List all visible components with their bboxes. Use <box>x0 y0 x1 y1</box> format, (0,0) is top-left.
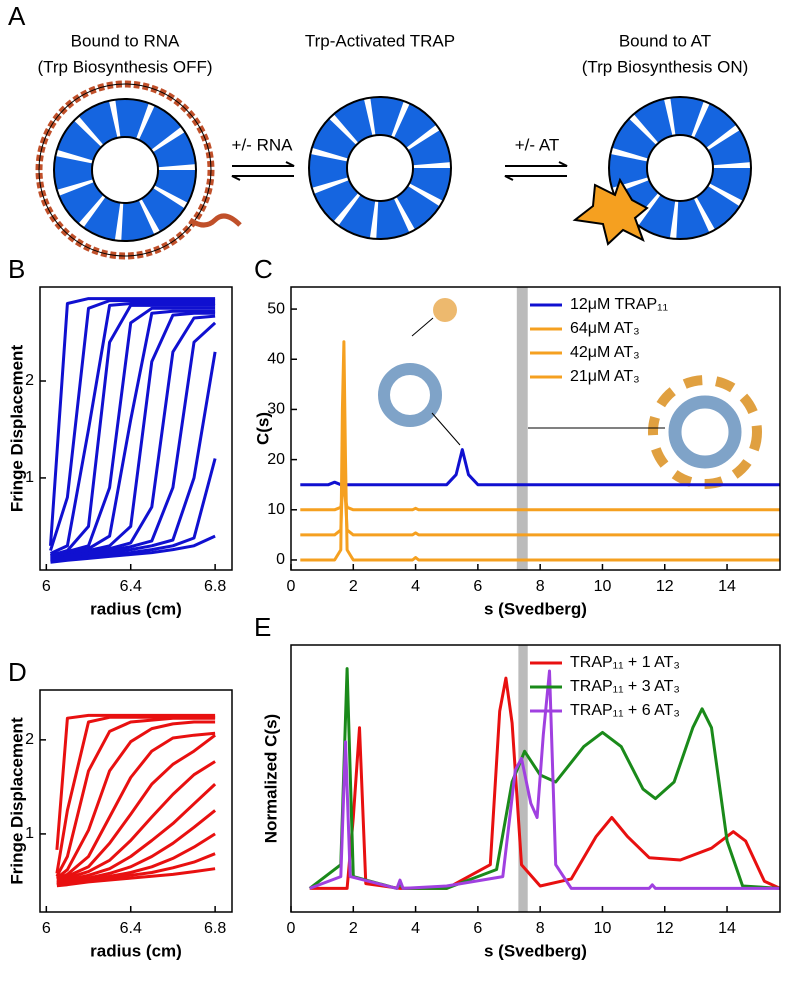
x-tick-label: 6.4 <box>120 920 142 937</box>
y-axis-label: Fringe Displacement <box>7 345 26 513</box>
x-tick-label: 6.8 <box>204 578 226 595</box>
x-tick-label: 2 <box>349 578 358 595</box>
x-tick-label: 0 <box>287 578 296 595</box>
y-tick-label: 40 <box>267 350 285 367</box>
plot-frame <box>290 644 781 913</box>
y-axis-label: Fringe Displacement <box>7 717 26 885</box>
panel-label: C <box>254 254 273 284</box>
data-line <box>49 299 216 552</box>
plot-frame <box>39 286 233 571</box>
x-tick-label: 2 <box>349 920 358 937</box>
data-line <box>49 302 216 555</box>
data-line <box>309 669 780 890</box>
data-line <box>56 867 216 888</box>
y-tick-label: 2 <box>25 731 34 748</box>
data-line <box>50 458 217 563</box>
x-tick-label: 6.8 <box>204 920 226 937</box>
legend-label: 12μM TRAP₁₁ <box>570 296 668 313</box>
x-tick-label: 6 <box>42 578 51 595</box>
data-line <box>50 351 217 562</box>
x-tick-label: 8 <box>536 920 545 937</box>
y-tick-label: 20 <box>267 451 285 468</box>
x-tick-label: 0 <box>287 920 296 937</box>
data-line <box>50 303 216 557</box>
highlight-band <box>518 645 528 912</box>
x-tick-label: 6.4 <box>120 578 142 595</box>
data-line <box>55 716 216 878</box>
x-axis-label: radius (cm) <box>90 599 182 618</box>
trap-ring <box>308 96 452 240</box>
data-line <box>56 760 216 884</box>
legend-label: 21μM AT₃ <box>570 368 640 385</box>
data-line <box>56 852 216 887</box>
y-axis-label: C(s) <box>253 412 272 445</box>
x-tick-label: 6 <box>473 920 482 937</box>
legend-label: 64μM AT₃ <box>570 320 640 337</box>
data-line <box>55 720 216 880</box>
x-tick-label: 10 <box>594 578 612 595</box>
state-subtitle: (Trp Biosynthesis ON) <box>582 57 749 76</box>
state-title: Bound to AT <box>619 31 711 50</box>
data-line <box>50 306 216 557</box>
plot-frame <box>290 286 781 571</box>
arrow-label: +/- RNA <box>232 135 294 154</box>
y-tick-label: 2 <box>25 372 34 389</box>
x-tick-label: 4 <box>411 920 420 937</box>
data-line <box>56 731 216 881</box>
y-tick-label: 0 <box>276 551 285 568</box>
data-line <box>50 534 216 564</box>
x-tick-label: 6 <box>473 578 482 595</box>
data-line <box>300 433 780 537</box>
x-axis-label: s (Svedberg) <box>484 941 587 960</box>
data-line <box>56 783 217 885</box>
x-tick-label: 12 <box>656 578 674 595</box>
x-axis-label: s (Svedberg) <box>484 599 587 618</box>
panel-label: D <box>8 657 27 687</box>
plot-frame <box>39 689 233 913</box>
panel-label: A <box>8 1 26 31</box>
y-tick-label: 50 <box>267 300 285 317</box>
x-tick-label: 8 <box>536 578 545 595</box>
trap-rna-complex <box>35 80 242 260</box>
y-axis-label: Normalized C(s) <box>261 714 280 843</box>
x-tick-label: 14 <box>718 920 736 937</box>
panel-label: E <box>254 612 271 642</box>
data-line <box>300 473 780 512</box>
data-line <box>49 297 216 546</box>
x-tick-label: 14 <box>718 578 736 595</box>
y-tick-label: 1 <box>25 469 34 486</box>
data-line <box>308 667 781 890</box>
equilibrium-arrows <box>231 161 568 181</box>
legend-label: TRAP₁₁ + 6 AT₃ <box>570 702 680 719</box>
data-line <box>309 676 781 890</box>
y-tick-label: 10 <box>267 501 285 518</box>
x-axis-label: radius (cm) <box>90 941 182 960</box>
y-tick-label: 1 <box>25 825 34 842</box>
state-title: Bound to RNA <box>71 31 180 50</box>
legend-label: TRAP₁₁ + 1 AT₃ <box>570 654 680 671</box>
x-tick-label: 10 <box>594 920 612 937</box>
data-line <box>56 734 217 882</box>
panel-label: B <box>8 254 25 284</box>
legend-label: TRAP₁₁ + 3 AT₃ <box>570 678 680 695</box>
y-tick-label: 30 <box>267 401 285 418</box>
data-line <box>300 340 780 562</box>
x-tick-label: 12 <box>656 920 674 937</box>
x-tick-label: 6 <box>42 920 51 937</box>
legend-label: 42μM AT₃ <box>570 344 640 361</box>
highlight-band <box>516 287 528 570</box>
data-line <box>55 713 216 851</box>
trap-at-complex <box>572 96 752 246</box>
state-subtitle: (Trp Biosynthesis OFF) <box>37 57 212 76</box>
data-line <box>50 321 217 561</box>
arrow-label: +/- AT <box>515 135 560 154</box>
state-title: Trp-Activated TRAP <box>305 31 455 50</box>
x-tick-label: 4 <box>411 578 420 595</box>
